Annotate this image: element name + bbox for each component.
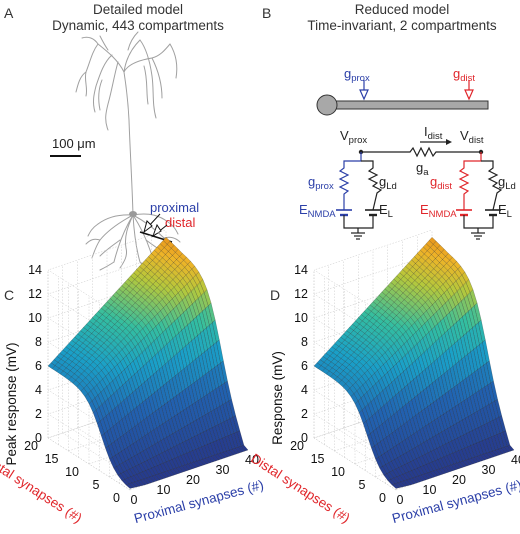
plot-d-z-tick: 14	[294, 263, 308, 277]
plot-d-surface-patch	[313, 362, 322, 369]
plot-c-z-tick: 8	[35, 335, 42, 349]
plot-c-x-tick: 40	[245, 453, 259, 467]
panel-c-letter: C	[4, 287, 14, 303]
plot-c-y-tick: 5	[93, 478, 100, 492]
plot-d-x-tick: 30	[482, 463, 496, 477]
plot-d-z-tick: 10	[294, 311, 308, 325]
plot-d-z-tick: 0	[301, 431, 308, 445]
panel-a: A Detailed model Dynamic, 443 compartmen…	[4, 2, 224, 275]
plot-c-x-tick: 10	[157, 483, 171, 497]
i-dist-label: Idist	[424, 124, 443, 142]
plot-c-z-tick: 6	[35, 359, 42, 373]
plot-d-z-tick: 12	[294, 287, 308, 301]
plot-d-z-tick: 2	[301, 407, 308, 421]
panel-c-zlabel: Peak response (mV)	[4, 342, 19, 465]
plot-c-y-tick: 10	[65, 465, 79, 479]
panel-a-title-2: Dynamic, 443 compartments	[52, 18, 224, 33]
g-prox-label: gprox	[344, 66, 370, 84]
plot-d-x-tick: 10	[423, 483, 437, 497]
e-l-dist-label: EL	[498, 202, 512, 220]
plot-d-y-tick: 5	[359, 478, 366, 492]
plot-d-y-tick: 10	[331, 465, 345, 479]
e-nmda-dist-label: ENMDA	[420, 202, 457, 220]
soma	[129, 211, 137, 217]
scale-bar-label: 100 μm	[52, 136, 96, 151]
panel-d-zlabel: Response (mV)	[270, 351, 285, 445]
plot-d-x-tick: 40	[511, 453, 520, 467]
dendrite-cable	[335, 100, 489, 110]
panel-b-title-1: Reduced model	[355, 2, 450, 17]
plot-d-x-tick: 0	[397, 493, 404, 507]
g-ld-prox-label: gLd	[379, 174, 397, 192]
plot-c-x-tick: 0	[131, 493, 138, 507]
plot-c-surface	[47, 237, 249, 489]
e-l-prox-label: EL	[379, 202, 393, 220]
neuron-morphology	[75, 31, 181, 275]
e-nmda-prox-label: ENMDA	[299, 202, 336, 220]
plot-c-z-tick: 14	[28, 263, 42, 277]
circuit-g-dist-label: gdist	[430, 174, 452, 192]
plot-d-z-tick: 4	[301, 383, 308, 397]
equivalent-circuit	[336, 139, 503, 240]
plot-c-z-tick: 10	[28, 311, 42, 325]
v-prox-label: Vprox	[340, 128, 367, 146]
plot-d-z-tick: 6	[301, 359, 308, 373]
distal-arrow-icon	[152, 223, 168, 238]
panel-b-letter: B	[262, 5, 271, 21]
plot-d-y-tick: 15	[311, 452, 325, 466]
proximal-arrow-icon	[143, 213, 161, 234]
proximal-label: proximal	[150, 200, 199, 215]
plot-c-x-tick: 30	[216, 463, 230, 477]
plot-c-y-tick: 0	[113, 491, 120, 505]
plot-d-z-tick: 8	[301, 335, 308, 349]
plot-c-surface-patch	[47, 362, 56, 369]
plot-c-y-tick: 20	[24, 439, 38, 453]
soma-ball	[316, 94, 338, 116]
plot-c-z-tick: 0	[35, 431, 42, 445]
plot-d-y-tick: 0	[379, 491, 386, 505]
circuit-g-prox-label: gprox	[308, 174, 334, 192]
g-ld-dist-label: gLd	[498, 174, 516, 192]
plot-d-y-tick: 20	[290, 439, 304, 453]
panel-a-title-1: Detailed model	[93, 2, 183, 17]
panel-b-title-2: Time-invariant, 2 compartments	[307, 18, 497, 33]
plot-c-x-tick: 20	[186, 473, 200, 487]
plot-c-z-tick: 4	[35, 383, 42, 397]
g-dist-arrow-icon	[464, 80, 474, 101]
g-prox-arrow-icon	[359, 80, 369, 101]
plot-c-z-tick: 2	[35, 407, 42, 421]
distal-label: distal	[165, 215, 195, 230]
plot-d-x-tick: 20	[452, 473, 466, 487]
plot-c-z-tick: 12	[28, 287, 42, 301]
g-a-label: ga	[416, 160, 429, 178]
panel-b: B Reduced model Time-invariant, 2 compar…	[262, 2, 516, 240]
panel-a-letter: A	[4, 5, 14, 21]
plot-c-y-tick: 15	[45, 452, 59, 466]
plot-d-surface	[313, 237, 515, 489]
v-dist-label: Vdist	[460, 128, 484, 146]
g-dist-label: gdist	[453, 66, 475, 84]
panel-d-letter: D	[270, 287, 280, 303]
